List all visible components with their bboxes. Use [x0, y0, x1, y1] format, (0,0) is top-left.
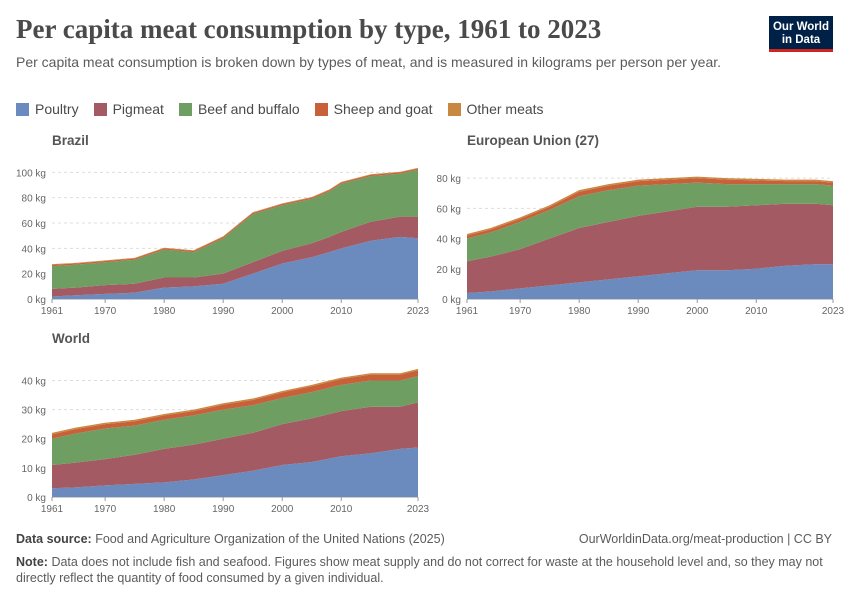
- area-poultry[interactable]: [52, 447, 418, 497]
- x-tick-label: 1970: [509, 306, 532, 317]
- x-tick-label: 1980: [153, 306, 176, 317]
- x-tick-label: 1961: [41, 504, 64, 515]
- x-tick-label: 2010: [745, 306, 768, 317]
- x-tick-label: 1990: [212, 504, 235, 515]
- area-beef-and-buffalo[interactable]: [467, 182, 833, 262]
- source-url[interactable]: OurWorldinData.org/meat-production | CC …: [578, 532, 832, 546]
- legend-swatch: [178, 102, 192, 116]
- x-tick-label: 1980: [568, 306, 591, 317]
- legend-label: Poultry: [35, 101, 79, 117]
- y-tick-label: 100 kg: [16, 168, 46, 179]
- x-tick-label: 2000: [271, 306, 294, 317]
- data-source-text[interactable]: Food and Agriculture Organization of the…: [95, 532, 445, 546]
- legend-item-pigmeat[interactable]: Pigmeat: [93, 101, 164, 117]
- legend-swatch: [447, 102, 461, 116]
- area-poultry[interactable]: [52, 236, 418, 299]
- owid-logo[interactable]: Our World in Data: [769, 16, 833, 52]
- data-source-label: Data source:: [16, 532, 92, 546]
- y-tick-label: 0 kg: [27, 493, 46, 504]
- x-tick-label: 2023: [407, 306, 430, 317]
- x-tick-label: 2000: [686, 306, 709, 317]
- x-tick-label: 2023: [822, 306, 845, 317]
- footnote: Note: Data does not include fish and sea…: [16, 554, 831, 586]
- legend-item-other-meats[interactable]: Other meats: [447, 101, 544, 117]
- legend-label: Beef and buffalo: [197, 101, 300, 117]
- legend-label: Sheep and goat: [333, 101, 433, 117]
- note-text: Data does not include fish and seafood. …: [16, 555, 823, 585]
- logo-line-1: Our World: [772, 21, 829, 33]
- area-sheep-and-goat[interactable]: [52, 370, 418, 439]
- x-tick-label: 2023: [407, 504, 430, 515]
- y-tick-label: 20 kg: [437, 265, 461, 276]
- x-tick-label: 1990: [212, 306, 235, 317]
- area-pigmeat[interactable]: [52, 402, 418, 489]
- y-tick-label: 60 kg: [22, 219, 46, 230]
- area-pigmeat[interactable]: [52, 216, 418, 297]
- panel-title: Brazil: [52, 133, 89, 148]
- x-tick-label: 1980: [153, 504, 176, 515]
- y-tick-label: 80 kg: [22, 194, 46, 205]
- area-poultry[interactable]: [467, 264, 833, 299]
- legend-label: Pigmeat: [112, 101, 164, 117]
- x-tick-label: 1961: [41, 306, 64, 317]
- chart-title: Per capita meat consumption by type, 196…: [16, 14, 602, 44]
- chart-panel-0: Brazil 0 kg 20 kg 40 kg 60 kg 80 kg 100 kg 1961…: [16, 133, 430, 317]
- legend-label: Other meats: [466, 101, 544, 117]
- y-tick-label: 80 kg: [437, 174, 461, 185]
- x-tick-label: 1970: [94, 504, 117, 515]
- panel-title: European Union (27): [467, 133, 599, 148]
- y-tick-label: 20 kg: [22, 435, 46, 446]
- panel-title: World: [52, 331, 90, 346]
- x-tick-label: 1970: [94, 306, 117, 317]
- y-tick-label: 0 kg: [27, 295, 46, 306]
- area-beef-and-buffalo[interactable]: [52, 376, 418, 465]
- area-other-meats[interactable]: [52, 368, 418, 435]
- area-pigmeat[interactable]: [467, 203, 833, 293]
- x-tick-label: 2010: [330, 306, 353, 317]
- y-tick-label: 60 kg: [437, 204, 461, 215]
- y-tick-label: 20 kg: [22, 270, 46, 281]
- x-tick-label: 1990: [627, 306, 650, 317]
- chart-subtitle: Per capita meat consumption is broken do…: [16, 54, 722, 70]
- chart-panel-1: European Union (27) 0 kg 20 kg 40 kg 60 kg 80…: [437, 133, 845, 317]
- y-tick-label: 40 kg: [22, 376, 46, 387]
- y-tick-label: 0 kg: [442, 295, 461, 306]
- logo-line-2: in Data: [781, 34, 821, 46]
- y-tick-label: 40 kg: [22, 244, 46, 255]
- x-tick-label: 2000: [271, 504, 294, 515]
- area-sheep-and-goat[interactable]: [467, 178, 833, 239]
- area-beef-and-buffalo[interactable]: [52, 169, 418, 289]
- legend: Poultry Pigmeat Beef and buffalo Sheep and …: [16, 101, 544, 117]
- y-tick-label: 40 kg: [437, 235, 461, 246]
- legend-swatch: [16, 102, 29, 116]
- y-tick-label: 10 kg: [22, 464, 46, 475]
- note-label: Note:: [16, 555, 48, 569]
- data-source: Data source: Food and Agriculture Organi…: [16, 532, 445, 546]
- legend-swatch: [93, 102, 107, 116]
- legend-item-poultry[interactable]: Poultry: [16, 101, 79, 117]
- legend-swatch: [314, 102, 328, 116]
- x-tick-label: 2010: [330, 504, 353, 515]
- x-tick-label: 1961: [456, 306, 479, 317]
- chart-panel-2: World 0 kg 10 kg 20 kg 30 kg 40 kg 1961 1970 198…: [22, 331, 430, 515]
- legend-item-sheep-and-goat[interactable]: Sheep and goat: [314, 101, 433, 117]
- legend-item-beef-and-buffalo[interactable]: Beef and buffalo: [178, 101, 300, 117]
- y-tick-label: 30 kg: [22, 406, 46, 417]
- chart-panels: Brazil 0 kg 20 kg 40 kg 60 kg 80 kg 100 kg 1961…: [16, 133, 845, 515]
